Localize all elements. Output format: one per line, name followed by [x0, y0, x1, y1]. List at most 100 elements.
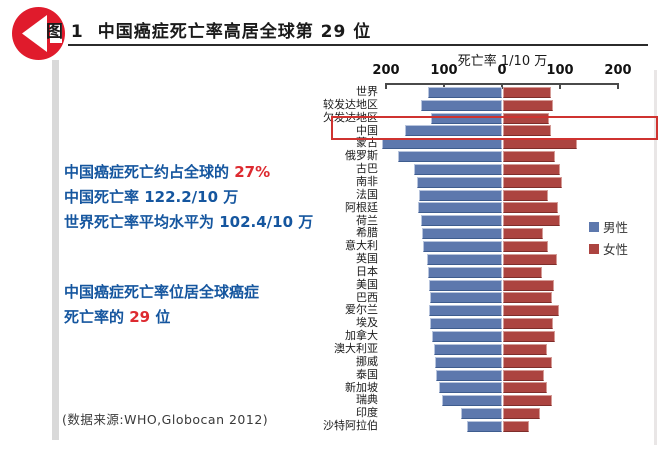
axis-tick-mark	[559, 84, 561, 89]
bar-female	[503, 189, 549, 201]
bar-male	[422, 241, 502, 252]
annotation-text: 中国癌症死亡率位居全球癌症	[64, 283, 260, 301]
bar-female	[503, 305, 559, 317]
bar-female	[503, 125, 551, 137]
figure-label: 图 1	[46, 22, 84, 42]
bar-male	[420, 215, 502, 227]
row-label: 爱尔兰	[345, 303, 378, 317]
bar-female	[503, 369, 544, 381]
annotation-text: 世界死亡率平均水平为 102.4/10 万	[64, 213, 314, 231]
row-label: 新加坡	[345, 380, 378, 394]
bar-male	[414, 163, 502, 175]
bar-female	[503, 163, 560, 175]
annotation-line: 死亡率的 29 位	[64, 305, 259, 330]
bar-female	[503, 382, 548, 394]
axis-tick-mark	[385, 84, 387, 89]
bar-male	[434, 356, 502, 368]
bar-female	[503, 292, 552, 304]
row-label: 中国	[356, 123, 378, 137]
bar-male	[421, 228, 502, 240]
bar-female	[503, 99, 553, 111]
annotation-text: 死亡率的	[64, 308, 130, 326]
bar-male	[467, 420, 502, 432]
row-label: 埃及	[356, 316, 378, 330]
legend-label: 男性	[603, 220, 629, 235]
axis-title: 死亡率 1/10 万	[457, 54, 548, 69]
bar-female	[503, 408, 540, 420]
bar-female	[503, 266, 542, 278]
bar-female	[503, 343, 548, 355]
annotation-highlight: 29	[129, 308, 151, 326]
row-label: 世界	[356, 85, 378, 98]
bar-female	[503, 176, 562, 188]
bar-male	[427, 266, 502, 278]
legend-item: 女性	[589, 239, 628, 258]
row-label: 较发达地区	[323, 97, 378, 111]
bar-male	[428, 279, 502, 291]
bar-female	[503, 420, 529, 432]
axis-tick-mark	[501, 84, 503, 89]
row-label: 日本	[356, 264, 378, 278]
bar-male	[404, 125, 502, 137]
annotation-line: 中国癌症死亡率位居全球癌症	[64, 280, 259, 305]
bar-female	[503, 356, 553, 368]
row-label: 挪威	[356, 354, 378, 368]
annotation-line: 世界死亡率平均水平为 102.4/10 万	[64, 210, 313, 235]
row-label: 澳大利亚	[334, 342, 378, 355]
row-label: 加拿大	[345, 329, 378, 343]
annotation-highlight: 27%	[234, 163, 271, 181]
bar-female	[503, 330, 556, 342]
row-label: 沙特阿拉伯	[323, 419, 378, 433]
figure-title: 图 1 中国癌症死亡率高居全球第 29 位	[46, 17, 371, 42]
annotation-text: 中国死亡率 122.2/10 万	[64, 188, 239, 206]
bar-male	[428, 305, 502, 317]
bar-female	[503, 279, 555, 291]
bar-female	[503, 151, 556, 163]
annotation-line: 中国死亡率 122.2/10 万	[64, 185, 313, 210]
bar-male	[460, 408, 502, 420]
row-label: 巴西	[356, 290, 378, 304]
bar-male	[397, 151, 502, 163]
annotation-text: 中国癌症死亡约占全球的	[64, 163, 235, 181]
bar-female	[503, 86, 551, 98]
legend-swatch	[589, 221, 599, 232]
legend-swatch	[589, 243, 599, 254]
bar-male	[428, 86, 502, 98]
bar-male	[441, 395, 502, 407]
bar-female	[503, 202, 558, 214]
bar-male	[434, 343, 502, 355]
annotation-line: 中国癌症死亡约占全球的 27%	[64, 160, 313, 185]
legend-item: 男性	[589, 217, 628, 236]
axis-tick-mark	[617, 84, 619, 89]
axis-tick-label: 200	[372, 63, 400, 78]
bar-female	[503, 395, 553, 407]
bar-female	[503, 253, 557, 265]
row-label: 意大利	[345, 239, 378, 253]
row-label: 阿根廷	[345, 200, 378, 214]
row-label: 俄罗斯	[345, 149, 378, 163]
row-label: 印度	[356, 406, 378, 420]
annotation-block-1: 中国癌症死亡约占全球的 27% 中国死亡率 122.2/10 万世界死亡率平均水平…	[64, 160, 313, 235]
data-source-note: (数据来源:WHO,Globocan 2012)	[62, 412, 269, 427]
back-arrow-icon	[12, 7, 65, 60]
bar-male	[436, 369, 502, 381]
axis-tick-label: 100	[546, 63, 574, 78]
left-gray-strip	[52, 60, 59, 440]
axis-tick-label: 200	[604, 63, 632, 78]
bar-female	[503, 215, 561, 227]
row-label: 瑞典	[356, 393, 378, 407]
bar-male	[420, 99, 502, 111]
bar-female	[503, 241, 549, 252]
legend-label: 女性	[603, 242, 629, 257]
bar-male	[430, 318, 502, 330]
china-highlight-box	[331, 116, 658, 140]
row-label: 荷兰	[356, 213, 378, 227]
row-label: 法国	[356, 187, 378, 201]
axis-tick-label: 100	[430, 63, 458, 78]
title-underline	[68, 44, 648, 46]
row-label: 泰国	[356, 367, 378, 381]
bar-female	[503, 228, 544, 240]
row-label: 希腊	[356, 226, 378, 240]
bar-male	[419, 189, 502, 201]
